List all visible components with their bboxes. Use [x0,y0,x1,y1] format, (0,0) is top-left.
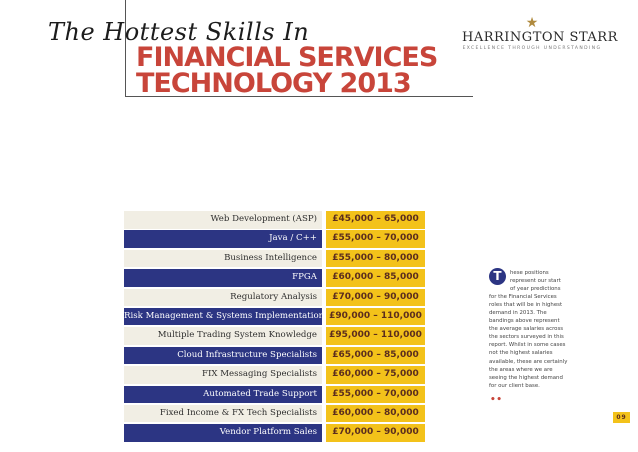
logo-name: HARRINGTON STARR [462,30,618,45]
salary-range: £65,000 – 85,000 [326,346,425,365]
skill-label: Risk Management & Systems Implementation [124,307,324,326]
table-row: Risk Management & Systems Implementation… [124,307,425,326]
intro-line: hese positions [510,270,549,276]
skill-label: Multiple Trading System Knowledge [124,327,322,345]
table-row: Automated Trade Support £55,000 – 70,000 [124,385,425,404]
salary-range: £90,000 – 110,000 [326,307,425,326]
intro-dropcap: T [489,268,506,285]
logo-tagline: EXCELLENCE THROUGH UNDERSTANDING [462,46,602,51]
table-row: FIX Messaging Specialists £60,000 – 75,0… [124,366,425,384]
page-number: 09 [613,412,630,423]
table-row: Cloud Infrastructure Specialists £65,000… [124,346,425,365]
star-icon: ★ [525,15,539,31]
intro-line: for the Financial Services [489,294,557,301]
salary-range: £45,000 – 65,000 [326,211,425,229]
intro-paragraph: hese positions represent our start of ye… [489,269,601,390]
table-row: Regulatory Analysis £70,000 – 90,000 [124,288,425,307]
intro-line: of year predictions [510,286,561,293]
salary-range: £55,000 – 70,000 [326,230,425,248]
intro-line: the areas where we are [489,366,553,373]
harrington-starr-logo: ★ HARRINGTON STARR EXCELLENCE THROUGH UN… [462,15,618,51]
intro-line: the sectors surveyed in this [489,334,564,341]
skill-label: Cloud Infrastructure Specialists [124,346,322,365]
salary-range: £55,000 – 80,000 [326,249,425,268]
skills-salary-table: Web Development (ASP) £45,000 – 65,000 J… [124,211,425,444]
table-row: FPGA £60,000 – 85,000 [124,269,425,287]
skill-label: Fixed Income & FX Tech Specialists [124,404,322,423]
frame-horizontal-rule [125,96,473,97]
table-row: Multiple Trading System Knowledge £95,00… [124,327,425,345]
salary-range: £70,000 – 90,000 [326,288,425,307]
skill-label: Regulatory Analysis [124,288,322,307]
skill-label: Automated Trade Support [124,385,322,404]
intro-line: demand in 2013. The [489,310,547,317]
intro-line: for our client base. [489,382,540,389]
salary-range: £60,000 – 75,000 [326,366,425,384]
table-row: Vendor Platform Sales £70,000 – 90,000 [124,424,425,442]
intro-line: the average salaries across [489,326,564,333]
page-title-line3: TECHNOLOGY 2013 [136,68,412,99]
table-row: Java / C++ £55,000 – 70,000 [124,230,425,248]
skill-label: FIX Messaging Specialists [124,366,322,384]
end-mark: •• [490,395,503,405]
intro-line: not the highest salaries [489,350,553,357]
intro-line: roles that will be in highest [489,302,563,309]
table-row: Fixed Income & FX Tech Specialists £60,0… [124,404,425,423]
salary-range: £60,000 – 85,000 [326,269,425,287]
intro-line: report. Whilst in some cases [489,342,566,349]
intro-line: available, these are certainly [489,358,568,365]
table-row: Web Development (ASP) £45,000 – 65,000 [124,211,425,229]
salary-range: £55,000 – 70,000 [326,385,425,404]
frame-vertical-rule [125,0,126,97]
salary-range: £70,000 – 90,000 [326,424,425,442]
intro-line: seeing the highest demand [489,374,563,381]
page-title-line2: FINANCIAL SERVICES [136,42,438,73]
intro-line: bandings above represent [489,318,560,325]
skill-label: Java / C++ [124,230,322,248]
salary-range: £60,000 – 80,000 [326,404,425,423]
intro-line: represent our start [510,278,561,285]
skill-label: Business Intelligence [124,249,322,268]
page-title-line1: The Hottest Skills In [48,18,310,46]
table-row: Business Intelligence £55,000 – 80,000 [124,249,425,268]
salary-range: £95,000 – 110,000 [326,327,425,345]
skill-label: Vendor Platform Sales [124,424,322,442]
skill-label: FPGA [124,269,322,287]
skill-label: Web Development (ASP) [124,211,322,229]
